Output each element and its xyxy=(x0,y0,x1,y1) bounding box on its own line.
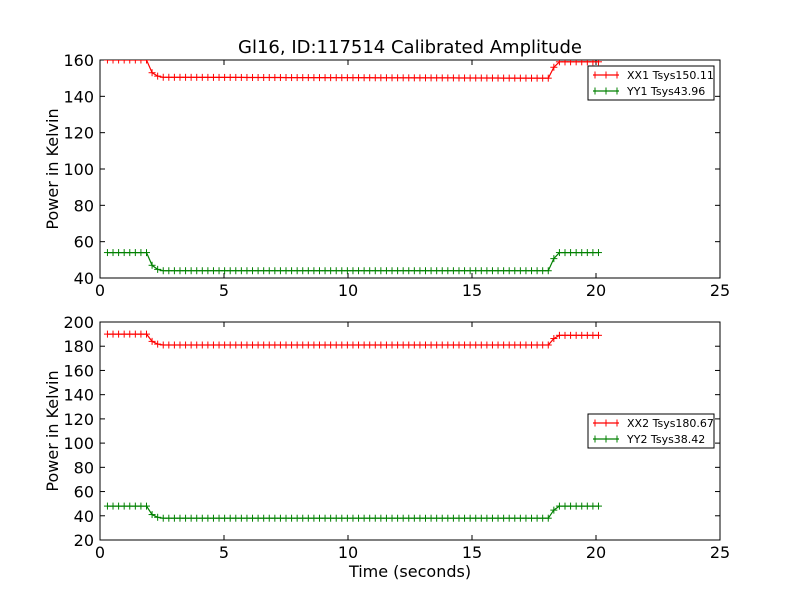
legend-label: YY2 Tsys38.42 xyxy=(626,433,705,446)
x-tick-label: 25 xyxy=(710,281,730,300)
y-tick-label: 40 xyxy=(74,269,94,288)
y-tick-label: 100 xyxy=(63,160,94,179)
y-tick-label: 140 xyxy=(63,87,94,106)
y-tick-label: 180 xyxy=(63,337,94,356)
x-tick-label: 10 xyxy=(338,543,358,562)
x-tick-label: 25 xyxy=(710,543,730,562)
x-tick-label: 0 xyxy=(95,281,105,300)
legend: XX2 Tsys180.67 YY2 Tsys38.42 xyxy=(587,413,715,449)
x-tick-label: 5 xyxy=(219,543,229,562)
chart-title: Gl16, ID:117514 Calibrated Amplitude xyxy=(238,37,582,58)
plot-frame xyxy=(99,321,721,541)
x-tick-label: 10 xyxy=(338,281,358,300)
y-tick-label: 160 xyxy=(63,361,94,380)
series-1 xyxy=(103,330,602,349)
x-tick-label: 0 xyxy=(95,543,105,562)
y-tick-label: 200 xyxy=(63,313,94,332)
legend-label: XX2 Tsys180.67 xyxy=(627,417,714,430)
series-1 xyxy=(103,60,602,82)
y-tick-label: 40 xyxy=(74,507,94,526)
legend-label: XX1 Tsys150.11 xyxy=(627,69,714,82)
x-axis-label: Time (seconds) xyxy=(348,562,471,581)
y-tick-label: 120 xyxy=(63,410,94,429)
series-2 xyxy=(103,249,602,275)
series-2 xyxy=(103,502,602,522)
legend-box xyxy=(587,65,715,101)
y-tick-label: 160 xyxy=(63,51,94,70)
y-tick-label: 80 xyxy=(74,196,94,215)
y-tick-label: 100 xyxy=(63,434,94,453)
y-tick-label: 140 xyxy=(63,386,94,405)
legend: XX1 Tsys150.11 YY1 Tsys43.96 xyxy=(587,65,715,101)
x-tick-label: 20 xyxy=(586,281,606,300)
y-tick-label: 60 xyxy=(74,483,94,502)
x-tick-label: 5 xyxy=(219,281,229,300)
y-tick-label: 60 xyxy=(74,233,94,252)
plot-bottom: 0 5 10 15 20 25 20 40 60 80 100 120 140 160 180 200 Powe… xyxy=(43,313,730,581)
x-tick-label: 15 xyxy=(462,543,482,562)
x-tick-label: 20 xyxy=(586,543,606,562)
legend-box xyxy=(587,413,715,449)
y-tick-label: 80 xyxy=(74,458,94,477)
plot-top: 0 5 10 15 20 25 40 60 80 100 120 140 160 Power in Kel… xyxy=(43,51,730,300)
x-tick-label: 15 xyxy=(462,281,482,300)
y-tick-label: 120 xyxy=(63,124,94,143)
y-axis-label: Power in Kelvin xyxy=(43,370,62,491)
y-tick-label: 20 xyxy=(74,531,94,550)
legend-label: YY1 Tsys43.96 xyxy=(626,85,705,98)
y-axis-label: Power in Kelvin xyxy=(43,108,62,229)
